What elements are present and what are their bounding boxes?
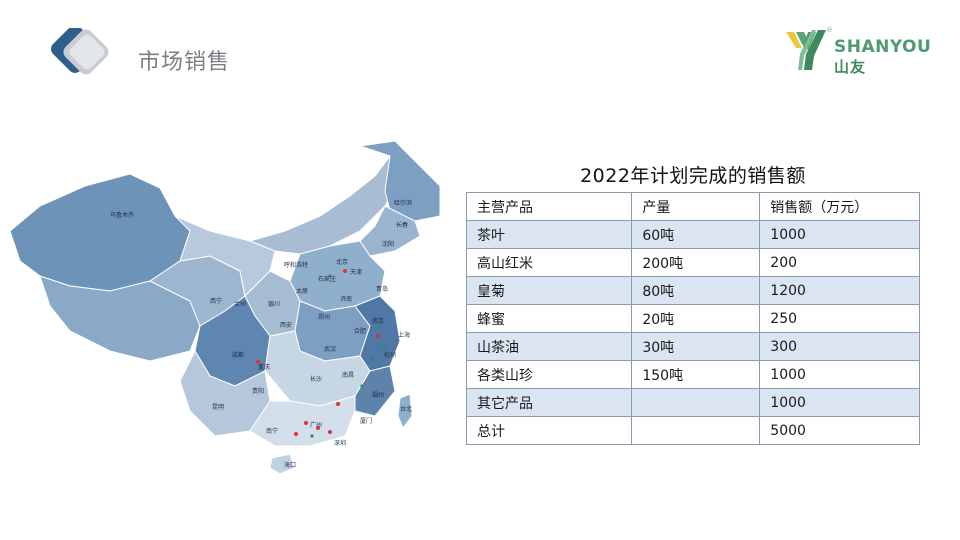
city-label: 南昌 [342, 372, 355, 379]
table-row: 各类山珍 150吨 1000 [465, 360, 920, 389]
brand-name-en: SHANYOU [834, 37, 932, 57]
column-header: 主营产品 [465, 192, 633, 221]
city-label: 长沙 [310, 376, 323, 383]
city-label: 成都 [232, 352, 245, 359]
output-cell [631, 416, 761, 445]
table-row: 山茶油 30吨 300 [465, 332, 920, 361]
city-label: 重庆 [258, 364, 271, 371]
column-header: 产量 [631, 192, 761, 221]
product-cell: 总计 [465, 416, 633, 445]
city-label: 南宁 [266, 428, 279, 435]
city-label: 太原 [296, 288, 309, 295]
page-title: 市场销售 [138, 50, 231, 75]
product-cell: 山茶油 [465, 332, 633, 361]
output-cell: 30吨 [631, 332, 761, 361]
output-cell: 20吨 [631, 304, 761, 333]
sales-cell: 5000 [759, 416, 920, 445]
output-cell: 200吨 [631, 248, 761, 277]
product-cell: 高山红米 [465, 248, 633, 277]
table-title: 2022年计划完成的销售额 [580, 165, 806, 187]
product-cell: 蜂蜜 [465, 304, 633, 333]
output-cell: 80吨 [631, 276, 761, 305]
city-label: 西宁 [210, 298, 223, 305]
city-label: 杭州 [384, 352, 397, 359]
city-label: 哈尔滨 [394, 200, 413, 207]
sales-cell: 250 [759, 304, 920, 333]
china-map-icon [9, 140, 441, 475]
city-label: 郑州 [318, 314, 331, 321]
sales-cell: 1000 [759, 220, 920, 249]
sales-map: 乌鲁木齐 哈尔滨 长春 沈阳 北京 天津 呼和浩特 石家庄 太原 济南 青岛 银… [0, 136, 460, 486]
table-row: 高山红米 200吨 200 [465, 248, 920, 277]
city-label: 北京 [336, 259, 349, 266]
product-cell: 各类山珍 [465, 360, 633, 389]
table-header-row: 主营产品 产量 销售额（万元） [465, 192, 920, 221]
city-label: 兰州 [234, 301, 247, 308]
city-label: 昆明 [212, 404, 225, 411]
column-header: 销售额（万元） [759, 192, 920, 221]
table-total-row: 总计 5000 [465, 416, 920, 445]
registered-mark: ® [826, 26, 833, 34]
city-label: 呼和浩特 [284, 262, 309, 269]
sales-cell: 1000 [759, 388, 920, 417]
table-row: 其它产品 1000 [465, 388, 920, 417]
city-label: 福州 [372, 392, 385, 399]
city-label: 青岛 [376, 286, 389, 293]
city-label: 银川 [268, 301, 281, 308]
brand-logo: ® SHANYOU 山友 [782, 26, 932, 76]
city-label: 台北 [400, 406, 413, 413]
product-cell: 其它产品 [465, 388, 633, 417]
shanyou-logo-icon [786, 30, 826, 70]
output-cell [631, 388, 761, 417]
city-label: 长春 [396, 222, 409, 229]
brand-name-cn: 山友 [834, 58, 867, 76]
product-cell: 茶叶 [465, 220, 633, 249]
city-label: 石家庄 [318, 276, 337, 283]
city-label: 合肥 [354, 328, 367, 335]
sales-cell: 300 [759, 332, 920, 361]
sales-cell: 1000 [759, 360, 920, 389]
output-cell: 150吨 [631, 360, 761, 389]
sales-cell: 200 [759, 248, 920, 277]
table-row: 皇菊 80吨 1200 [465, 276, 920, 305]
table-row: 茶叶 60吨 1000 [465, 220, 920, 249]
table-row: 蜂蜜 20吨 250 [465, 304, 920, 333]
city-label: 上海 [398, 332, 411, 339]
city-label: 济南 [340, 296, 353, 303]
city-label: 武汉 [324, 346, 337, 353]
city-label: 沈阳 [382, 241, 395, 248]
sales-table: 主营产品 产量 销售额（万元） 茶叶 60吨 1000 高山红米 200吨 20… [465, 192, 920, 445]
product-cell: 皇菊 [465, 276, 633, 305]
city-label: 海口 [284, 462, 297, 469]
city-label: 贵阳 [252, 388, 265, 395]
output-cell: 60吨 [631, 220, 761, 249]
rounded-square-logo-icon [51, 28, 109, 75]
city-label: 西安 [280, 322, 293, 329]
city-label: 厦门 [360, 418, 373, 425]
city-label: 南京 [372, 318, 385, 325]
city-label: 广州 [310, 422, 323, 429]
city-label: 乌鲁木齐 [110, 212, 135, 219]
sales-cell: 1200 [759, 276, 920, 305]
city-label: 天津 [350, 269, 363, 276]
city-label: 深圳 [334, 440, 347, 447]
